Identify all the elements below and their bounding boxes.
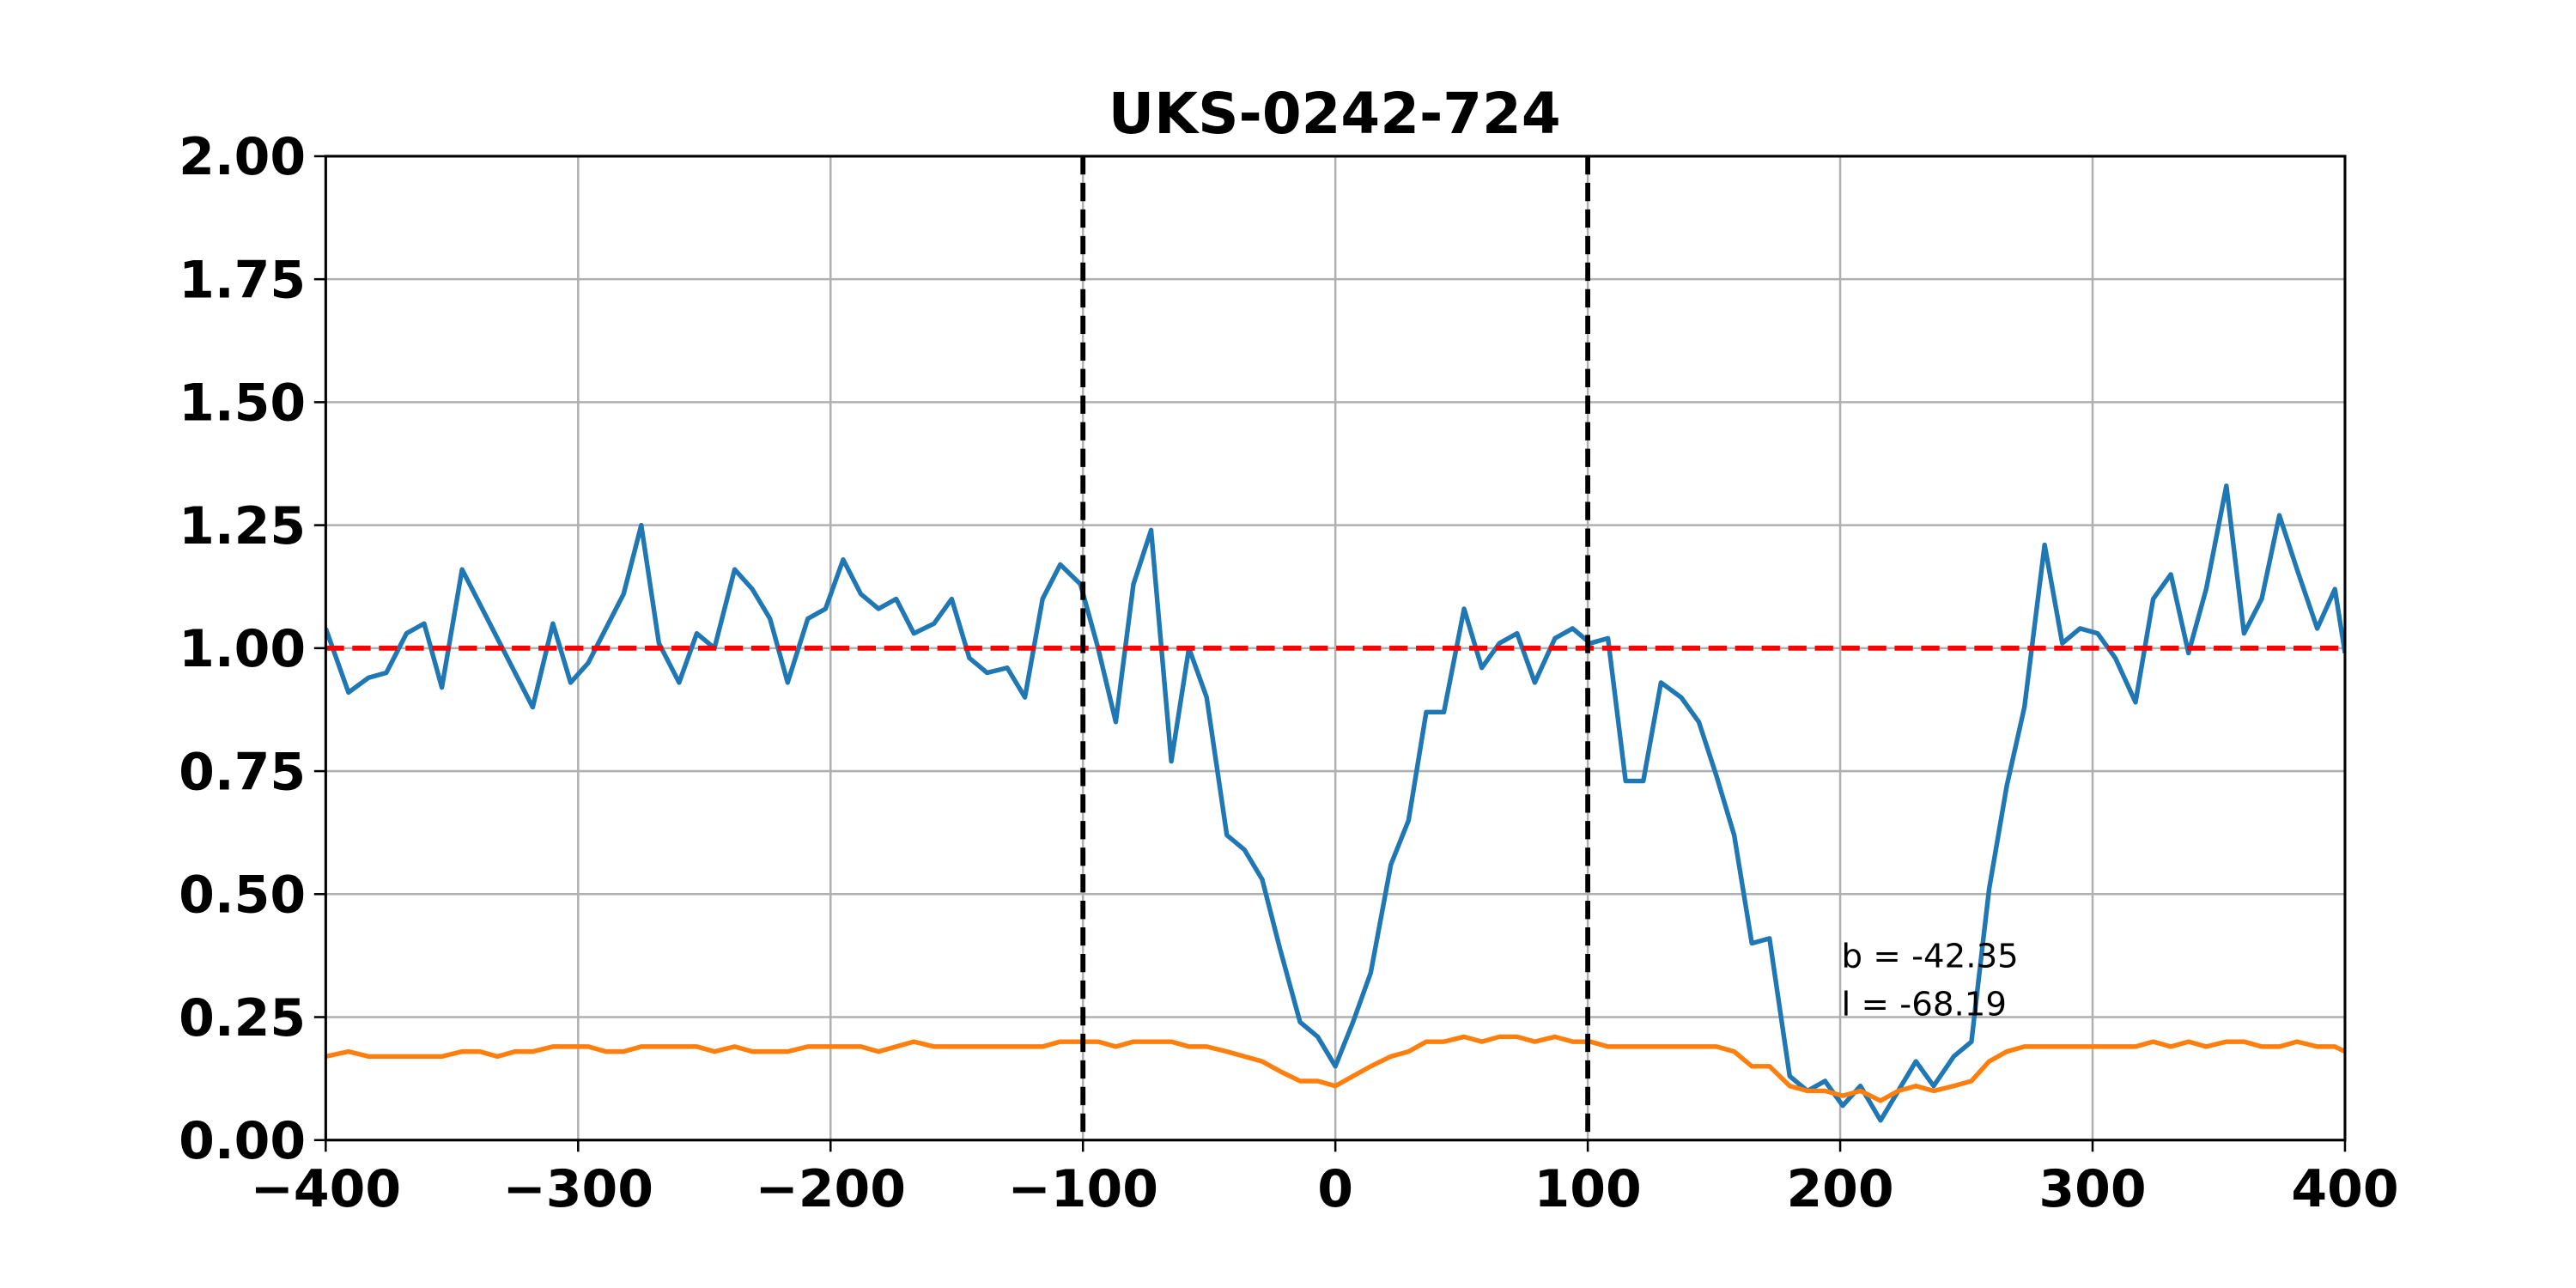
y-tick-label: 0.75 bbox=[179, 742, 306, 802]
chart-title: UKS-0242-724 bbox=[1109, 81, 1561, 147]
series-line bbox=[325, 1034, 2345, 1103]
x-tick-label: 300 bbox=[2038, 1159, 2146, 1219]
x-tick-label: −100 bbox=[1007, 1159, 1158, 1219]
series-line bbox=[325, 483, 2345, 1123]
y-tick-label: 1.00 bbox=[179, 619, 306, 679]
x-tick-label: 200 bbox=[1786, 1159, 1893, 1219]
x-tick-label: 400 bbox=[2291, 1159, 2398, 1219]
x-tick-label: 100 bbox=[1534, 1159, 1641, 1219]
plot-frame bbox=[324, 155, 2347, 1142]
annotation: l = -68.19 bbox=[1842, 986, 2007, 1024]
y-tick-label: 0.50 bbox=[179, 866, 306, 926]
y-tick-label: 1.25 bbox=[179, 496, 306, 556]
x-tick-label: −300 bbox=[503, 1159, 654, 1219]
y-tick-label: 1.75 bbox=[179, 250, 306, 310]
y-tick-label: 1.50 bbox=[179, 374, 306, 434]
x-tick-label: −200 bbox=[755, 1159, 906, 1219]
y-tick-label: 0.25 bbox=[179, 988, 306, 1048]
annotation: b = -42.35 bbox=[1842, 937, 2019, 975]
x-tick-label: 0 bbox=[1317, 1159, 1353, 1219]
y-tick-label: 2.00 bbox=[179, 127, 306, 187]
x-tick-label: −400 bbox=[251, 1159, 402, 1219]
y-tick-label: 0.00 bbox=[179, 1111, 306, 1171]
